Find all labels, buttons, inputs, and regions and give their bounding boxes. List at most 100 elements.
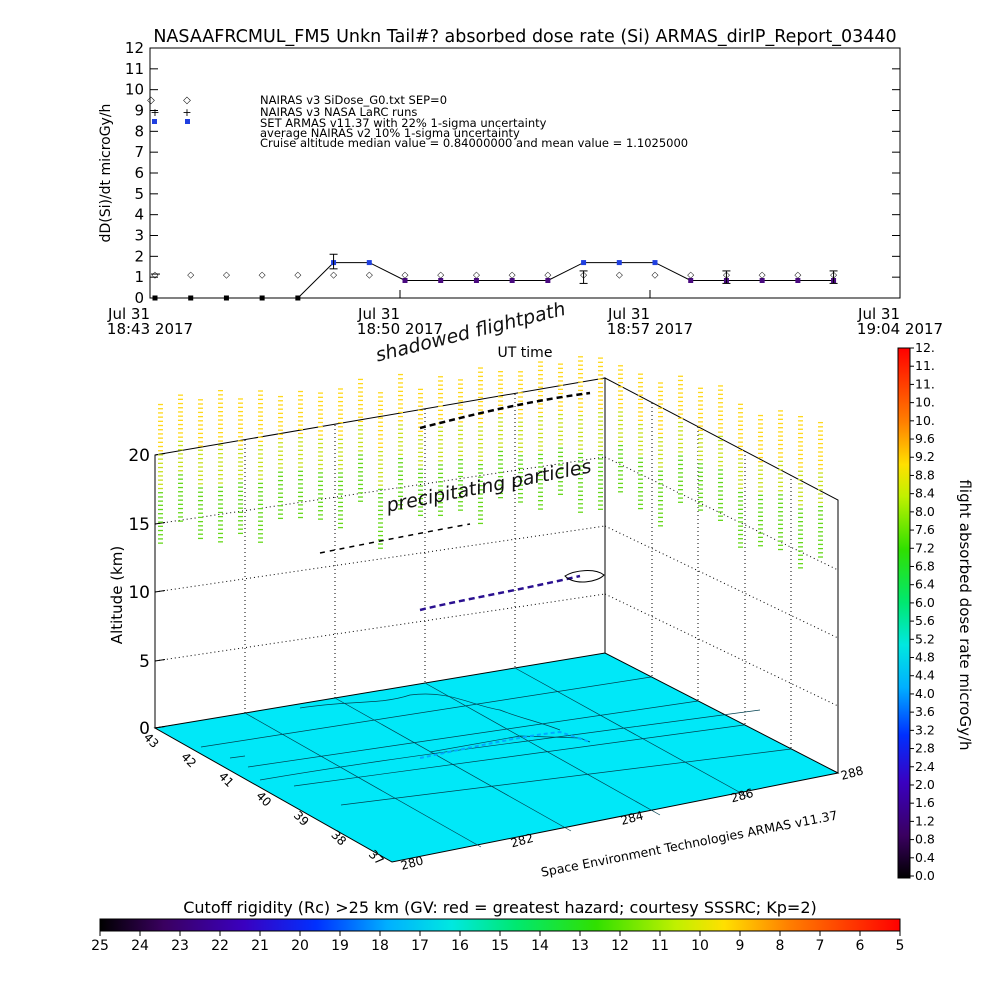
colorbar-tick-label: 10.: [915, 413, 935, 428]
altitude-axis: 0 5 10 15 20: [128, 446, 166, 739]
rc-tick-label: 24: [131, 938, 149, 954]
rc-tick-label: 18: [371, 938, 389, 954]
altitude-tick-label: 15: [128, 515, 150, 535]
altitude-axis-label: Altitude (km): [108, 546, 126, 644]
armas-point: [402, 278, 408, 283]
colorbar-tick-label: 0.4: [915, 850, 935, 865]
x-tick-label: 18:50 2017: [357, 320, 443, 338]
nairas-point: ◇: [294, 271, 301, 281]
armas-point: [223, 295, 229, 301]
altitude-tick-label: 20: [128, 446, 150, 466]
altitude-tick-label: 0: [139, 719, 150, 739]
legend-marker-diamond: ◇: [147, 95, 155, 106]
precipitating-particles-cloud: [158, 356, 823, 569]
armas-point: [688, 278, 694, 283]
nairas-point: ◇: [544, 271, 551, 281]
x-tick-label: 19:04 2017: [857, 320, 943, 338]
top-legend: ◇ ◇ + + NAIRAS v3 SiDose_G0.txt SEP=0 NA…: [147, 93, 688, 150]
rc-title: Cutoff rigidity (Rc) >25 km (GV: red = g…: [183, 898, 817, 917]
legend-marker-plus: +: [150, 106, 159, 119]
legend-marker-square: [185, 119, 190, 124]
colorbar-tick-label: 10.: [915, 395, 935, 410]
legend-entry: NAIRAS v3 SiDose_G0.txt SEP=0: [260, 93, 447, 107]
colorbar-tick-label: 8.4: [915, 486, 935, 501]
colorbar-tick-label: 3.6: [915, 704, 935, 719]
legend-entry: SET ARMAS v11.37 with 22% 1-sigma uncert…: [260, 116, 547, 130]
y-tick-label: 6: [134, 164, 144, 182]
flightpath-loop: [564, 570, 605, 583]
longitude-tick-label: 284: [619, 808, 645, 827]
rc-tick-label: 15: [491, 938, 509, 954]
colorbar-tick-label: 8.8: [915, 467, 935, 482]
y-tick-label: 9: [134, 102, 144, 120]
longitude-tick-label: 280: [399, 853, 425, 872]
armas-point: [152, 295, 158, 301]
x-tick-label: 18:57 2017: [607, 320, 693, 338]
colorbar-tick-label: 0.8: [915, 832, 935, 847]
altitude-tick-label: 5: [139, 652, 150, 672]
colorbar-label: flight absorbed dose rate microGy/h: [956, 479, 974, 750]
colorbar-tick-label: 2.8: [915, 741, 935, 756]
colorbar-ticks: 0.0 0.4 0.8 1.2 1.6 2.0 2.4 2.8 3.2 3.6 4.0 4.4 4.8 5…: [910, 340, 935, 883]
rc-tick-label: 16: [451, 938, 469, 954]
longitude-tick-label: 288: [839, 763, 865, 782]
legend-entry: average NAIRAS v2 10% 1-sigma uncertaint…: [260, 126, 520, 140]
nairas-point: ◇: [759, 271, 766, 281]
rc-tick-label: 21: [251, 938, 269, 954]
colorbar-tick-label: 5.6: [915, 613, 935, 628]
altitude-gridlines: [154, 394, 839, 750]
nairas-point: ◇: [616, 271, 623, 281]
armas-point: [259, 295, 265, 301]
colorbar-tick-label: 5.2: [915, 631, 935, 646]
y-tick-label: 12: [125, 39, 144, 57]
chart-title: NASAAFRCMUL_FM5 Unkn Tail#? absorbed dos…: [153, 27, 896, 47]
rc-colorbar: Cutoff rigidity (Rc) >25 km (GV: red = g…: [91, 898, 904, 954]
colorbar-gradient: [897, 347, 911, 879]
nairas-point: ◇: [687, 271, 694, 281]
rc-tick-label: 8: [776, 938, 785, 954]
rc-tick-label: 6: [856, 938, 865, 954]
nairas-point: ◇: [473, 271, 480, 281]
rc-tick-label: 11: [651, 938, 669, 954]
armas-point: [759, 278, 765, 283]
y-tick-label: 0: [134, 289, 144, 307]
rc-tick-label: 10: [691, 938, 709, 954]
y-tick-label: 7: [134, 143, 144, 161]
rc-tick-label: 25: [91, 938, 109, 954]
top-x-axis-label: UT time: [498, 345, 553, 361]
rc-tick-label: 14: [531, 938, 549, 954]
x-tick-label: Jul 31: [857, 305, 900, 323]
rc-tick-label: 5: [896, 938, 905, 954]
armas-point: [616, 260, 622, 266]
y-tick-label: 8: [134, 122, 144, 140]
ground-map-lines: [200, 667, 792, 848]
legend-entry: Cruise altitude median value = 0.8400000…: [260, 136, 688, 150]
nairas-point: ◇: [652, 271, 659, 281]
nairas-point: ◇: [794, 271, 801, 281]
colorbar-tick-label: 7.6: [915, 522, 935, 537]
colorbar-tick-label: 4.0: [915, 686, 935, 701]
nairas-point: ◇: [366, 271, 373, 281]
armas-line: [155, 262, 834, 299]
armas-point: [366, 260, 372, 266]
rc-tick-label: 7: [816, 938, 825, 954]
latitude-tick-label: 42: [178, 750, 199, 771]
nairas-point: ◇: [152, 271, 159, 281]
legend-marker-square: [152, 119, 157, 124]
y-tick-label: 11: [125, 60, 144, 78]
shadowed-flightpath: [419, 391, 591, 430]
rc-tick-label: 13: [571, 938, 589, 954]
rc-tick-label: 17: [411, 938, 429, 954]
nairas-point: ◇: [187, 271, 194, 281]
altitude-tick-mark: [154, 590, 166, 593]
y-tick-label: 10: [125, 81, 144, 99]
flightpath: [419, 574, 581, 612]
rc-tick-label: 22: [211, 938, 229, 954]
armas-point: [188, 295, 194, 301]
dose-colorbar: 0.0 0.4 0.8 1.2 1.6 2.0 2.4 2.8 3.2 3.6 4.0 4.4 4.8 5…: [897, 340, 974, 883]
colorbar-tick-label: 4.8: [915, 650, 935, 665]
armas-point: [438, 278, 444, 283]
